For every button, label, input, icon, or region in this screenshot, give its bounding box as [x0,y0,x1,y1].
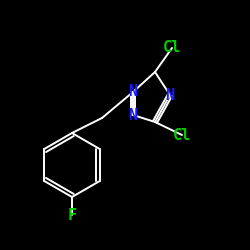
Text: N: N [166,88,174,102]
Text: Cl: Cl [173,128,191,142]
Text: F: F [68,208,76,222]
Text: Cl: Cl [163,40,181,56]
Text: N: N [128,108,138,122]
Text: N: N [128,84,138,100]
